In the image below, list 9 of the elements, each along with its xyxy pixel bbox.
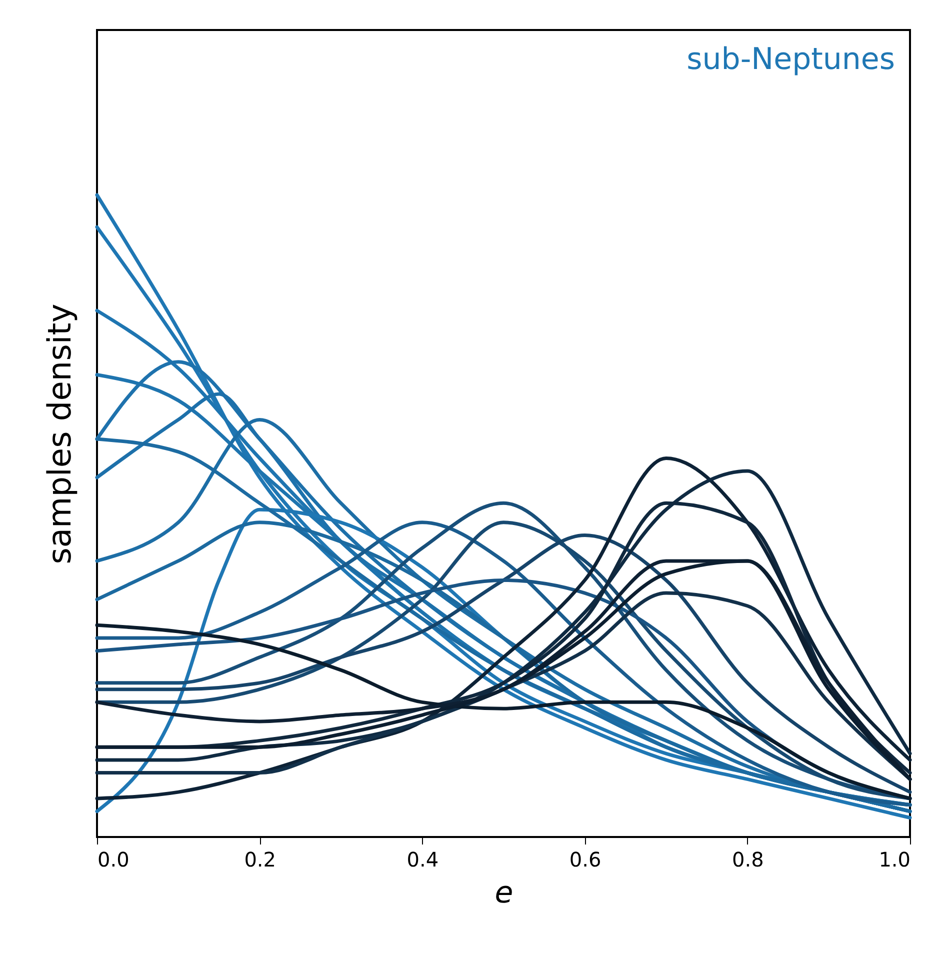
y-axis-title: samples density [40,304,78,564]
text: sub-Neptunes [686,42,895,77]
x-tick-label: 1.0 [878,848,910,872]
x-tick-label: 0.6 [569,848,602,872]
x-tick-label: 0.0 [98,848,130,872]
x-tick-label: 0.8 [732,848,764,872]
x-tick-label: 0.2 [244,848,276,872]
x-tick-label: 0.4 [406,848,439,872]
x-axis-title: e [494,876,514,910]
